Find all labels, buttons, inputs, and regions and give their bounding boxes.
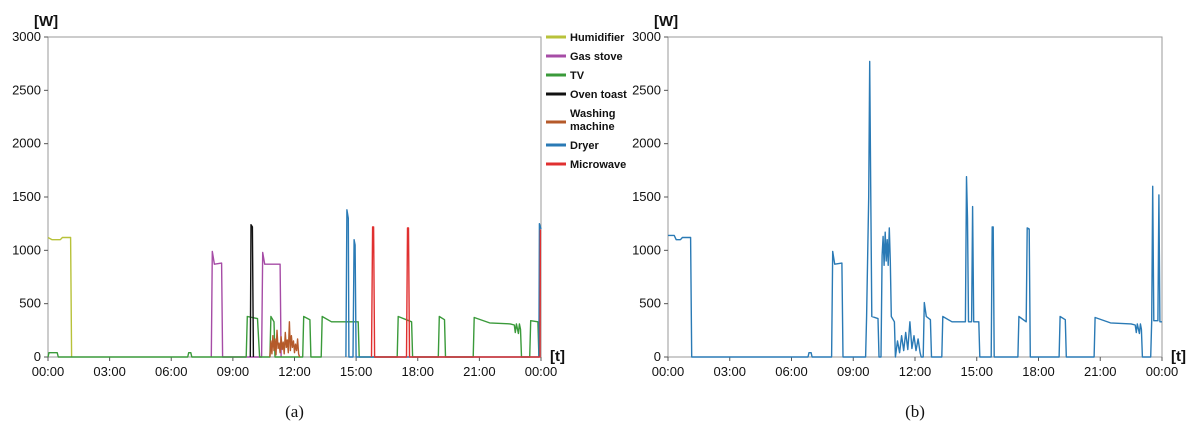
x-tick-label: 12:00 [899,364,932,379]
x-tick-label: 03:00 [713,364,746,379]
x-tick-label: 00:00 [1146,364,1179,379]
y-tick-label: 1500 [632,189,661,204]
y-unit-label: [W] [34,13,58,30]
chart-a: 0 500 1000 1500 2000 2500 3000 00:00 03:00 06:00 0… [12,13,627,421]
y-tick-label: 2000 [632,136,661,151]
subfigure-caption: (b) [905,402,925,421]
y-tick-label: 3000 [632,29,661,44]
series-line-oven-toast [249,224,255,358]
x-tick-label: 00:00 [525,364,558,379]
x-tick-label: 18:00 [401,364,434,379]
series-line-humidifier [47,236,73,358]
x-tick-label: 15:00 [960,364,993,379]
y-tick-label: 1500 [12,189,41,204]
y-tick-label: 0 [34,349,41,364]
y-tick-label: 500 [639,296,661,311]
legend-label: Oven toast [570,89,627,101]
plot-frame [47,36,542,358]
series-line-total [668,60,1162,358]
y-tick-label: 1000 [632,242,661,257]
x-unit-label: [t] [550,348,565,365]
series-line-washing-machine [269,321,301,358]
x-tick-label: 03:00 [93,364,126,379]
x-tick-label: 15:00 [340,364,373,379]
y-tick-label: 2500 [632,82,661,97]
x-tick-label: 00:00 [652,364,685,379]
legend-label: Gas stove [570,51,623,63]
chart-b: 0 500 1000 1500 2000 2500 3000 00:00 03:00 06:00 0… [632,13,1186,421]
legend-label: Humidifier [570,32,625,44]
series-line-dryer [345,209,542,358]
legend-label-line: Washing [570,108,615,120]
legend-label-line: machine [570,121,615,133]
y-tick-label: 3000 [12,29,41,44]
series-line-microwave [370,226,542,358]
subfigure-caption: (a) [285,402,304,421]
x-tick-label: 09:00 [837,364,870,379]
x-tick-label: 00:00 [32,364,65,379]
y-tick-label: 2500 [12,82,41,97]
y-tick-label: 1000 [12,242,41,257]
y-unit-label: [W] [654,13,678,30]
legend-label: Microwave [570,159,626,171]
y-tick-label: 0 [654,349,661,364]
x-tick-label: 21:00 [1084,364,1117,379]
x-tick-label: 09:00 [217,364,250,379]
x-tick-label: 12:00 [278,364,311,379]
legend-label: Dryer [570,140,599,152]
y-tick-label: 2000 [12,136,41,151]
x-tick-label: 18:00 [1022,364,1055,379]
plot-frame [667,36,1163,358]
x-tick-label: 21:00 [463,364,496,379]
x-unit-label: [t] [1171,348,1186,365]
legend-label: TV [570,70,585,82]
y-tick-label: 500 [19,296,41,311]
x-tick-label: 06:00 [155,364,188,379]
series-line-tv [47,315,540,358]
x-tick-label: 06:00 [775,364,808,379]
legend-label: Washing machine [570,108,615,133]
